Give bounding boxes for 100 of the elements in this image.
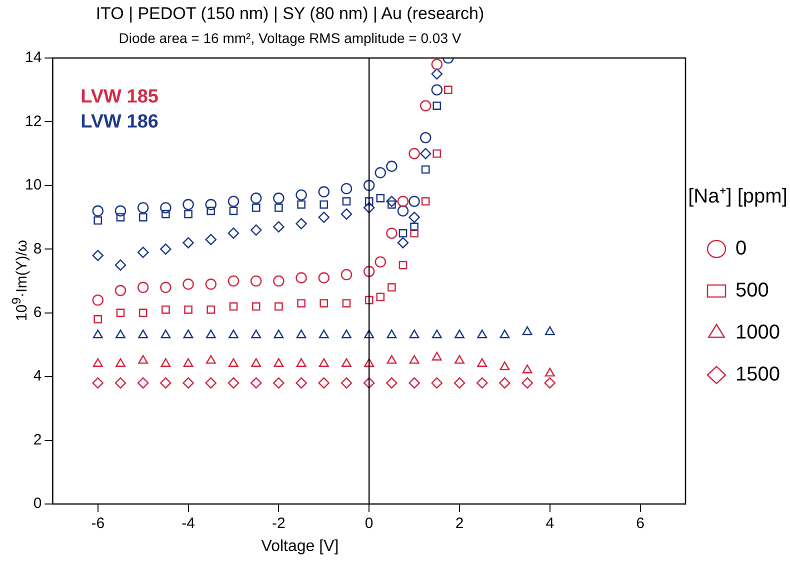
point xyxy=(296,377,307,389)
y-tick-label: 0 xyxy=(33,495,42,512)
point xyxy=(251,330,262,338)
point xyxy=(137,282,149,294)
point xyxy=(408,377,420,389)
point xyxy=(184,305,192,314)
point xyxy=(205,198,217,210)
point xyxy=(544,377,556,389)
point xyxy=(398,260,408,270)
point xyxy=(296,358,306,367)
point xyxy=(340,208,352,220)
point xyxy=(499,377,510,389)
legend-label: 1000 xyxy=(736,322,780,344)
point xyxy=(183,358,194,367)
point xyxy=(397,196,409,208)
point xyxy=(544,326,555,336)
point xyxy=(320,200,328,209)
point xyxy=(206,354,216,364)
point xyxy=(92,330,103,338)
point xyxy=(454,377,466,389)
point xyxy=(162,305,170,314)
x-tick-label: 6 xyxy=(636,515,644,532)
point xyxy=(364,358,374,367)
point xyxy=(138,330,148,338)
x-axis-title: Voltage [V] xyxy=(260,538,340,556)
point xyxy=(477,330,488,338)
point xyxy=(228,377,240,389)
point xyxy=(250,275,262,287)
x-tick-label: -6 xyxy=(91,515,105,532)
point xyxy=(477,358,488,367)
legend-title: [Na⁺] [ppm] xyxy=(688,186,788,208)
point xyxy=(318,212,330,223)
point xyxy=(296,330,306,338)
point xyxy=(274,204,283,212)
x-tick-label: -2 xyxy=(272,515,286,532)
point xyxy=(318,377,330,389)
point xyxy=(252,302,260,311)
point xyxy=(94,216,102,225)
point xyxy=(116,330,126,338)
x-tick-label: 4 xyxy=(546,515,554,532)
point xyxy=(342,197,351,206)
point xyxy=(410,229,418,238)
point xyxy=(398,229,408,238)
point xyxy=(397,237,409,248)
legend-label: 0 xyxy=(736,238,747,260)
point xyxy=(342,330,352,338)
point xyxy=(137,246,149,258)
point xyxy=(432,149,442,158)
point xyxy=(138,213,148,222)
point xyxy=(160,358,171,367)
point xyxy=(250,377,262,389)
point xyxy=(160,330,171,338)
point xyxy=(376,194,385,202)
annotation: LVW 186 xyxy=(80,112,158,133)
point xyxy=(363,377,375,389)
point xyxy=(297,299,306,308)
y-tick-label: 6 xyxy=(33,304,42,321)
x-tick-label: 2 xyxy=(455,515,464,532)
point xyxy=(432,352,442,361)
point xyxy=(252,204,260,212)
point xyxy=(273,377,284,389)
point xyxy=(421,197,430,206)
point xyxy=(297,200,306,209)
point xyxy=(251,358,262,367)
point xyxy=(182,377,194,389)
point xyxy=(374,167,386,178)
point xyxy=(228,330,238,338)
point xyxy=(386,160,398,172)
x-tick-label: -4 xyxy=(182,515,195,532)
point xyxy=(409,330,420,338)
point xyxy=(388,283,396,292)
point xyxy=(421,165,430,174)
point xyxy=(420,132,432,144)
y-tick-label: 12 xyxy=(24,112,42,130)
point xyxy=(386,196,398,208)
point xyxy=(522,326,532,336)
point xyxy=(205,234,217,246)
point xyxy=(92,358,103,367)
point xyxy=(500,361,510,370)
point xyxy=(408,196,420,208)
point xyxy=(386,377,398,389)
point xyxy=(431,377,443,389)
chart-subtitle: Diode area = 16 mm², Voltage RMS amplitude = 0.03 V xyxy=(118,30,462,46)
point xyxy=(138,354,148,364)
point xyxy=(205,377,217,389)
point xyxy=(228,228,240,239)
point xyxy=(160,243,172,255)
chart-title: ITO | PEDOT (150 nm) | SY (80 nm) | Au (research) xyxy=(94,4,486,24)
y-tick-label: 2 xyxy=(33,431,42,448)
y-tick-label: 4 xyxy=(33,368,42,385)
point xyxy=(228,358,238,367)
point xyxy=(363,202,375,214)
point xyxy=(114,377,126,389)
point xyxy=(386,228,398,239)
y-tick-label: 14 xyxy=(24,49,42,66)
point xyxy=(274,330,284,338)
annotation: LVW 185 xyxy=(80,86,159,108)
point xyxy=(205,278,217,290)
point xyxy=(138,308,148,318)
point xyxy=(274,358,284,367)
